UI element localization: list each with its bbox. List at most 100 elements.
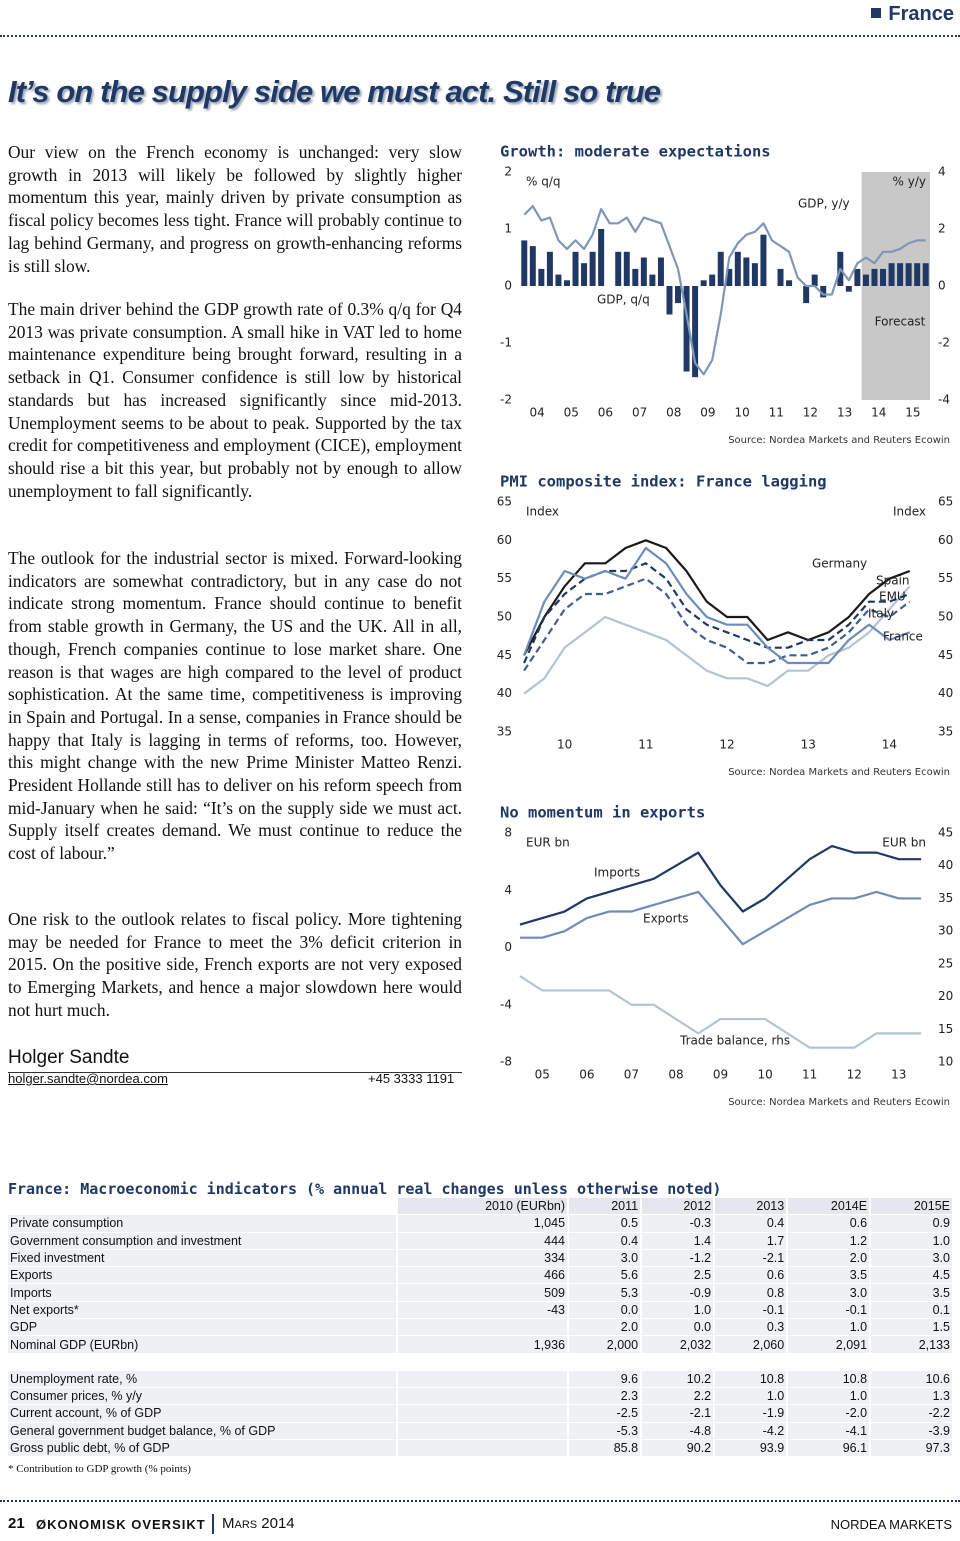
x-tick-label: 10 <box>557 738 572 752</box>
table-row: Consumer prices, % y/y 2.3 2.2 1.0 1.0 1.3 <box>8 1387 952 1405</box>
indicator-table: 2010 (EURbn) 2011 2012 2013 2014E 2015E Privat… <box>6 1197 954 1457</box>
cell: 96.1 <box>788 1439 870 1457</box>
headline: It’s on the supply side we must act. Sti… <box>8 74 661 109</box>
x-tick-label: 10 <box>734 406 749 420</box>
bar <box>922 263 929 286</box>
cell: 10.2 <box>642 1370 714 1387</box>
cell: -2.0 <box>788 1405 870 1422</box>
series-label: France <box>883 630 923 644</box>
author-email[interactable]: holger.sandte@nordea.com <box>8 1071 168 1086</box>
cell: 1.7 <box>715 1232 787 1249</box>
line <box>523 539 911 656</box>
y-tick-label: 0 <box>504 940 512 954</box>
y2-tick-label: 2 <box>938 222 946 236</box>
table-row: Net exports* -43 0.0 1.0 -0.1 -0.1 0.1 <box>8 1301 952 1319</box>
y2-tick-label: 45 <box>938 826 953 840</box>
publication: ØKONOMISK OVERSIKT <box>36 1517 206 1532</box>
cell: 2.3 <box>569 1387 641 1405</box>
cell: 0.4 <box>715 1215 787 1232</box>
bar <box>845 286 852 292</box>
paragraph: One risk to the outlook relates to fisca… <box>8 909 462 1020</box>
cell <box>398 1387 568 1405</box>
bar <box>683 286 690 372</box>
x-tick-label: 12 <box>719 738 734 752</box>
cell: -0.3 <box>642 1215 714 1232</box>
line <box>523 577 911 672</box>
bar <box>632 268 639 286</box>
cell: 3.5 <box>788 1267 870 1284</box>
row-label: Imports <box>8 1284 396 1301</box>
cell: -4.1 <box>788 1422 870 1439</box>
y2-tick-label: 40 <box>938 686 953 700</box>
y2-axis-label: EUR bn <box>882 836 926 850</box>
table-row: Private consumption 1,045 0.5 -0.3 0.4 0.6 0.9 <box>8 1215 952 1232</box>
y2-tick-label: 65 <box>938 495 953 509</box>
cell: 2.2 <box>642 1387 714 1405</box>
bar <box>675 286 682 304</box>
cell: 0.4 <box>569 1232 641 1249</box>
y2-tick-label: 30 <box>938 924 953 938</box>
bar <box>623 251 630 286</box>
bar <box>700 280 707 286</box>
chart-source: Source: Nordea Markets and Reuters Ecowi… <box>728 1097 950 1108</box>
cell: 93.9 <box>715 1439 787 1457</box>
cell: 0.1 <box>871 1301 952 1319</box>
cell: 10.8 <box>715 1370 787 1387</box>
series-label: EMU <box>879 590 906 604</box>
bar <box>666 286 673 315</box>
cell: 1.0 <box>642 1301 714 1319</box>
cell: 509 <box>398 1284 568 1301</box>
bar <box>914 263 921 286</box>
cell: 0.6 <box>788 1215 870 1232</box>
y2-tick-label: 4 <box>938 165 946 179</box>
bar <box>811 274 818 286</box>
cell: -1.2 <box>642 1249 714 1267</box>
cell <box>398 1405 568 1422</box>
series-label: Imports <box>594 866 640 880</box>
series-label: Italy <box>868 607 894 621</box>
x-tick-label: 07 <box>624 1068 639 1082</box>
bar <box>546 251 553 286</box>
x-tick-label: 14 <box>871 406 886 420</box>
bar <box>657 257 664 286</box>
cell: -43 <box>398 1301 568 1319</box>
bar <box>538 268 545 286</box>
cell: 0.0 <box>569 1301 641 1319</box>
bar <box>555 274 562 286</box>
cell: 90.2 <box>642 1439 714 1457</box>
cell: 1.0 <box>788 1387 870 1405</box>
cell: 5.6 <box>569 1267 641 1284</box>
table-row: Unemployment rate, % 9.6 10.2 10.8 10.8 10.6 <box>8 1370 952 1387</box>
x-tick-label: 06 <box>598 406 613 420</box>
divider <box>8 1072 462 1073</box>
cell: 0.9 <box>871 1215 952 1232</box>
author-name: Holger Sandte <box>8 1047 130 1068</box>
series-label: Trade balance, rhs <box>679 1034 790 1048</box>
bar <box>598 229 605 286</box>
y-tick-label: 8 <box>504 826 512 840</box>
table-row: General government budget balance, % of … <box>8 1422 952 1439</box>
cell: 1.5 <box>871 1319 952 1336</box>
chart-title: PMI composite index: France lagging <box>500 473 827 491</box>
row-label: Consumer prices, % y/y <box>8 1387 396 1405</box>
row-label: Fixed investment <box>8 1249 396 1267</box>
cell: 1.2 <box>788 1232 870 1249</box>
bar <box>717 251 724 286</box>
bar <box>521 240 528 286</box>
table-row: Nominal GDP (EURbn) 1,936 2,000 2,032 2,060 2… <box>8 1336 952 1353</box>
cell: 2.0 <box>569 1319 641 1336</box>
x-tick-label: 11 <box>769 406 784 420</box>
header-cell: 2014E <box>788 1198 870 1215</box>
bar <box>871 268 878 286</box>
cell <box>398 1370 568 1387</box>
x-tick-label: 05 <box>535 1068 550 1082</box>
bar <box>905 263 912 286</box>
cell: 1.0 <box>788 1319 870 1336</box>
row-label: GDP <box>8 1319 396 1336</box>
y2-tick-label: 25 <box>938 956 953 970</box>
row-label: Net exports* <box>8 1301 396 1319</box>
cell: -0.1 <box>715 1301 787 1319</box>
header-cell: 2010 (EURbn) <box>398 1198 568 1215</box>
header-row: 2010 (EURbn) 2011 2012 2013 2014E 2015E <box>8 1198 952 1215</box>
row-label: General government budget balance, % of … <box>8 1422 396 1439</box>
